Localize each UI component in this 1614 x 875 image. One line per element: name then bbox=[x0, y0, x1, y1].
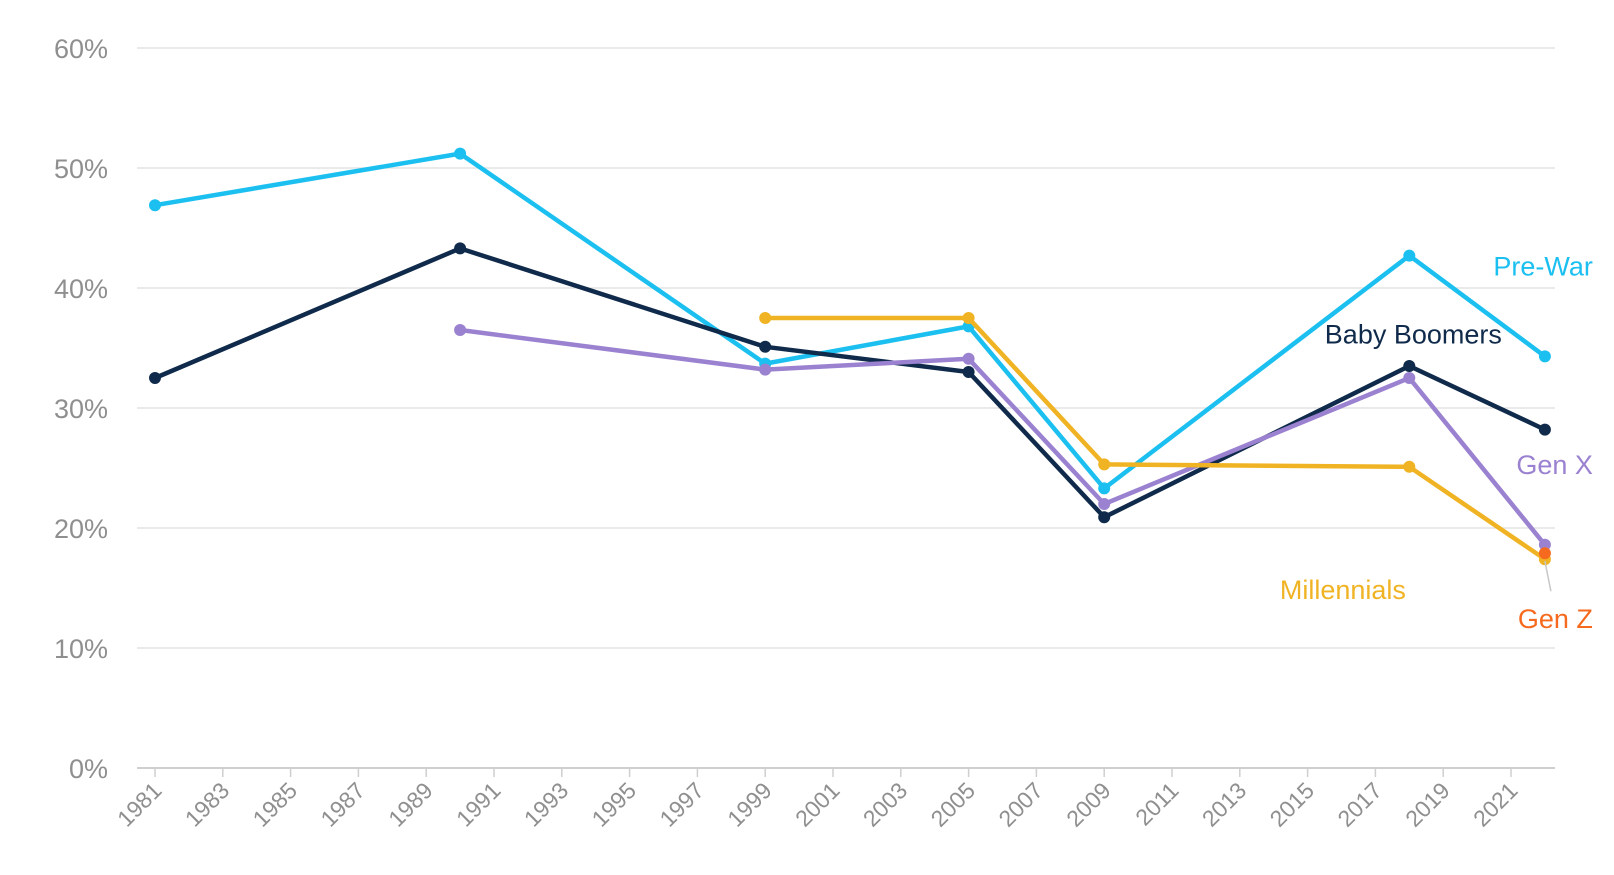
x-tick-label: 1993 bbox=[519, 777, 574, 832]
x-tick-label: 2017 bbox=[1332, 777, 1387, 832]
data-point bbox=[1538, 350, 1551, 363]
x-tick-label: 2001 bbox=[790, 777, 845, 832]
x-tick-label: 1991 bbox=[451, 777, 506, 832]
data-point bbox=[1538, 423, 1551, 436]
series-gen-z bbox=[1538, 547, 1551, 560]
x-tick-label: 1987 bbox=[315, 777, 370, 832]
data-point bbox=[1098, 511, 1111, 524]
series-label-gen-z: Gen Z bbox=[1518, 604, 1593, 634]
data-point bbox=[149, 199, 161, 212]
data-point bbox=[149, 372, 161, 384]
data-point bbox=[1538, 547, 1551, 560]
series-label-millennials: Millennials bbox=[1280, 575, 1406, 605]
data-point bbox=[1098, 482, 1111, 495]
series-label-baby-boomers: Baby Boomers bbox=[1325, 320, 1502, 350]
x-tick-label: 1981 bbox=[112, 777, 167, 832]
x-tick-label: 2021 bbox=[1468, 777, 1523, 832]
x-tick-label: 1989 bbox=[383, 777, 438, 832]
x-tick-label: 2007 bbox=[993, 777, 1048, 832]
data-point bbox=[1403, 460, 1416, 473]
x-tick-label: 2015 bbox=[1265, 777, 1320, 832]
x-tick-label: 1995 bbox=[587, 777, 642, 832]
series-label-pre-war: Pre-War bbox=[1493, 251, 1593, 281]
data-point bbox=[454, 147, 467, 160]
x-tick-label: 1999 bbox=[722, 777, 777, 832]
data-point bbox=[1098, 498, 1111, 510]
data-point bbox=[454, 242, 467, 255]
y-tick-label: 30% bbox=[54, 394, 108, 424]
x-tick-label: 2019 bbox=[1400, 777, 1455, 832]
x-tick-label: 1997 bbox=[654, 777, 709, 832]
data-point bbox=[962, 312, 975, 324]
series-labels: Pre-War Baby Boomers Gen X Millennials Gen Z bbox=[1280, 251, 1593, 634]
gen-z-label-leader bbox=[1544, 561, 1552, 592]
y-tick-label: 0% bbox=[69, 754, 108, 784]
x-tick-label: 2013 bbox=[1197, 777, 1252, 832]
series-millennials bbox=[759, 312, 1551, 566]
y-tick-label: 20% bbox=[54, 514, 108, 544]
series-gen-x bbox=[454, 324, 1551, 551]
data-point bbox=[759, 363, 772, 376]
data-point bbox=[1538, 538, 1551, 551]
x-tick-label: 1983 bbox=[180, 777, 235, 832]
series-line-gen-x bbox=[457, 327, 1548, 548]
series-line-millennials bbox=[762, 315, 1548, 562]
x-tick-label: 1985 bbox=[248, 777, 303, 832]
x-tick-label: 2009 bbox=[1061, 777, 1116, 832]
series-label-gen-x: Gen X bbox=[1516, 450, 1593, 480]
series-baby-boomers bbox=[149, 242, 1551, 524]
data-point bbox=[759, 312, 772, 324]
data-point bbox=[759, 340, 772, 353]
data-point bbox=[1403, 360, 1416, 372]
y-tick-label: 10% bbox=[54, 634, 108, 664]
axes: 0% 10% 20% 30% 40% 50% 60% 1981 1983 1985 1987 1989… bbox=[54, 34, 1555, 832]
data-point bbox=[454, 324, 467, 336]
y-tick-label: 50% bbox=[54, 154, 108, 184]
x-tick-label: 2005 bbox=[926, 777, 981, 832]
data-point bbox=[962, 352, 975, 365]
x-tick-label: 2011 bbox=[1130, 777, 1183, 830]
x-tick-label: 2003 bbox=[858, 777, 913, 832]
series-lines bbox=[149, 147, 1551, 566]
data-point bbox=[962, 366, 975, 378]
data-point bbox=[1403, 372, 1416, 384]
y-tick-label: 40% bbox=[54, 274, 108, 304]
data-point bbox=[1403, 249, 1416, 262]
y-tick-label: 60% bbox=[54, 34, 108, 64]
data-point bbox=[1098, 458, 1111, 471]
